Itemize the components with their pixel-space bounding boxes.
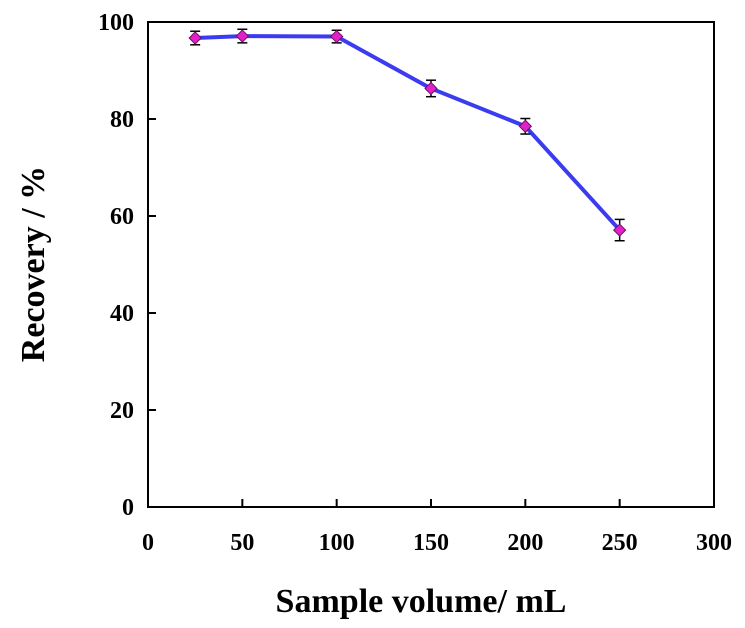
x-axis-title: Sample volume/ mL: [276, 583, 567, 620]
x-tick-label: 150: [413, 530, 449, 556]
y-tick-label: 0: [122, 495, 134, 521]
data-point: [235, 29, 250, 43]
data-point: [518, 119, 533, 133]
y-axis-title: Recovery / %: [15, 166, 52, 362]
y-tick-label: 40: [110, 301, 134, 327]
data-point: [188, 31, 202, 45]
x-tick-label: 300: [696, 530, 732, 556]
y-tick-label: 100: [98, 10, 134, 36]
y-tick-label: 20: [110, 398, 134, 424]
data-point: [612, 223, 627, 237]
x-tick-label: 200: [507, 530, 543, 556]
data-point: [329, 29, 344, 44]
x-tick-label: 0: [142, 530, 154, 556]
x-tick-label: 100: [319, 530, 355, 556]
y-tick-label: 80: [110, 107, 134, 133]
data-series: [188, 28, 627, 242]
data-point: [424, 81, 438, 96]
x-tick-label: 250: [602, 530, 638, 556]
series-line: [195, 34, 622, 232]
x-tick-label: 50: [230, 530, 254, 556]
plot-area: [147, 21, 715, 508]
y-tick-label: 60: [110, 204, 134, 230]
x-axis-ticks: 0 50 100 150 200 250 300: [142, 499, 732, 556]
y-axis-ticks: 0 20 40 60 80 100: [98, 10, 156, 521]
